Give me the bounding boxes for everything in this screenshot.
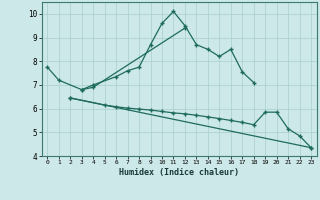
X-axis label: Humidex (Indice chaleur): Humidex (Indice chaleur) — [119, 168, 239, 177]
